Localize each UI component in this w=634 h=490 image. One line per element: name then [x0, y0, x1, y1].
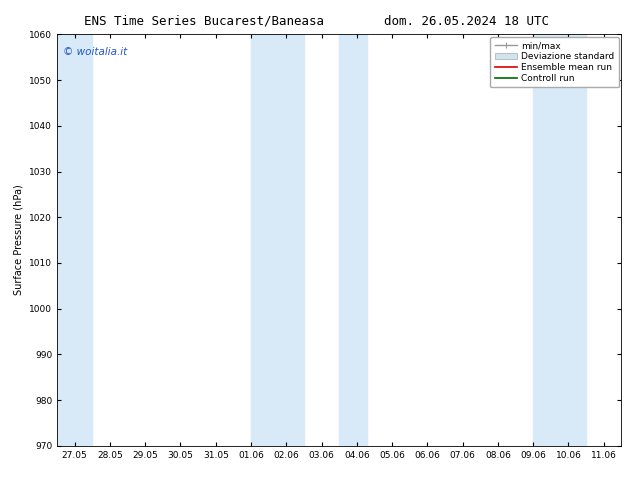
Text: ENS Time Series Bucarest/Baneasa        dom. 26.05.2024 18 UTC: ENS Time Series Bucarest/Baneasa dom. 26… [84, 15, 550, 28]
Y-axis label: Surface Pressure (hPa): Surface Pressure (hPa) [14, 185, 23, 295]
Bar [57, 34, 93, 446]
Legend: min/max, Deviazione standard, Ensemble mean run, Controll run: min/max, Deviazione standard, Ensemble m… [490, 37, 619, 87]
Text: © woitalia.it: © woitalia.it [63, 47, 127, 57]
Bar [251, 34, 304, 446]
Bar [339, 34, 368, 446]
Bar [533, 34, 586, 446]
